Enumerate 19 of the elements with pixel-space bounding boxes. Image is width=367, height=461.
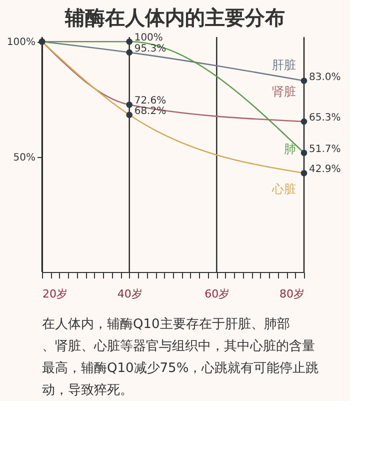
x-tick-label: 60岁 — [204, 288, 230, 300]
chart-title: 辅酶在人体内的主要分布 — [64, 6, 286, 30]
data-label: 65.3% — [309, 112, 341, 124]
data-label: 51.7% — [309, 144, 341, 155]
data-label: 72.6% — [134, 96, 166, 107]
x-tick-label: 20岁 — [42, 288, 68, 300]
data-label: 83.0% — [309, 72, 341, 83]
data-label: 100% — [134, 32, 163, 44]
data-label: 95.3% — [134, 43, 166, 54]
x-tick-label: 40岁 — [117, 288, 142, 300]
series-label: 心脏 — [271, 182, 296, 196]
text: 在人体内，辅酶Q10主要存在于肝脏、肺部、肾脏、心脏等器官与组织中，其中心脏的含量最高，辅酶Q10减少75%，心跳就有可能停止跳动，导致猝死。 — [42, 316, 319, 398]
data-label: 42.9% — [309, 164, 341, 176]
y-tick-label: 50% — [13, 152, 36, 164]
series-label: 肾脏 — [272, 84, 296, 99]
series-label: 肝脏 — [272, 58, 296, 72]
x-tick-label: 80岁 — [280, 288, 304, 300]
series-label: 肺 — [284, 142, 296, 156]
data-label: 68.2% — [134, 106, 166, 117]
